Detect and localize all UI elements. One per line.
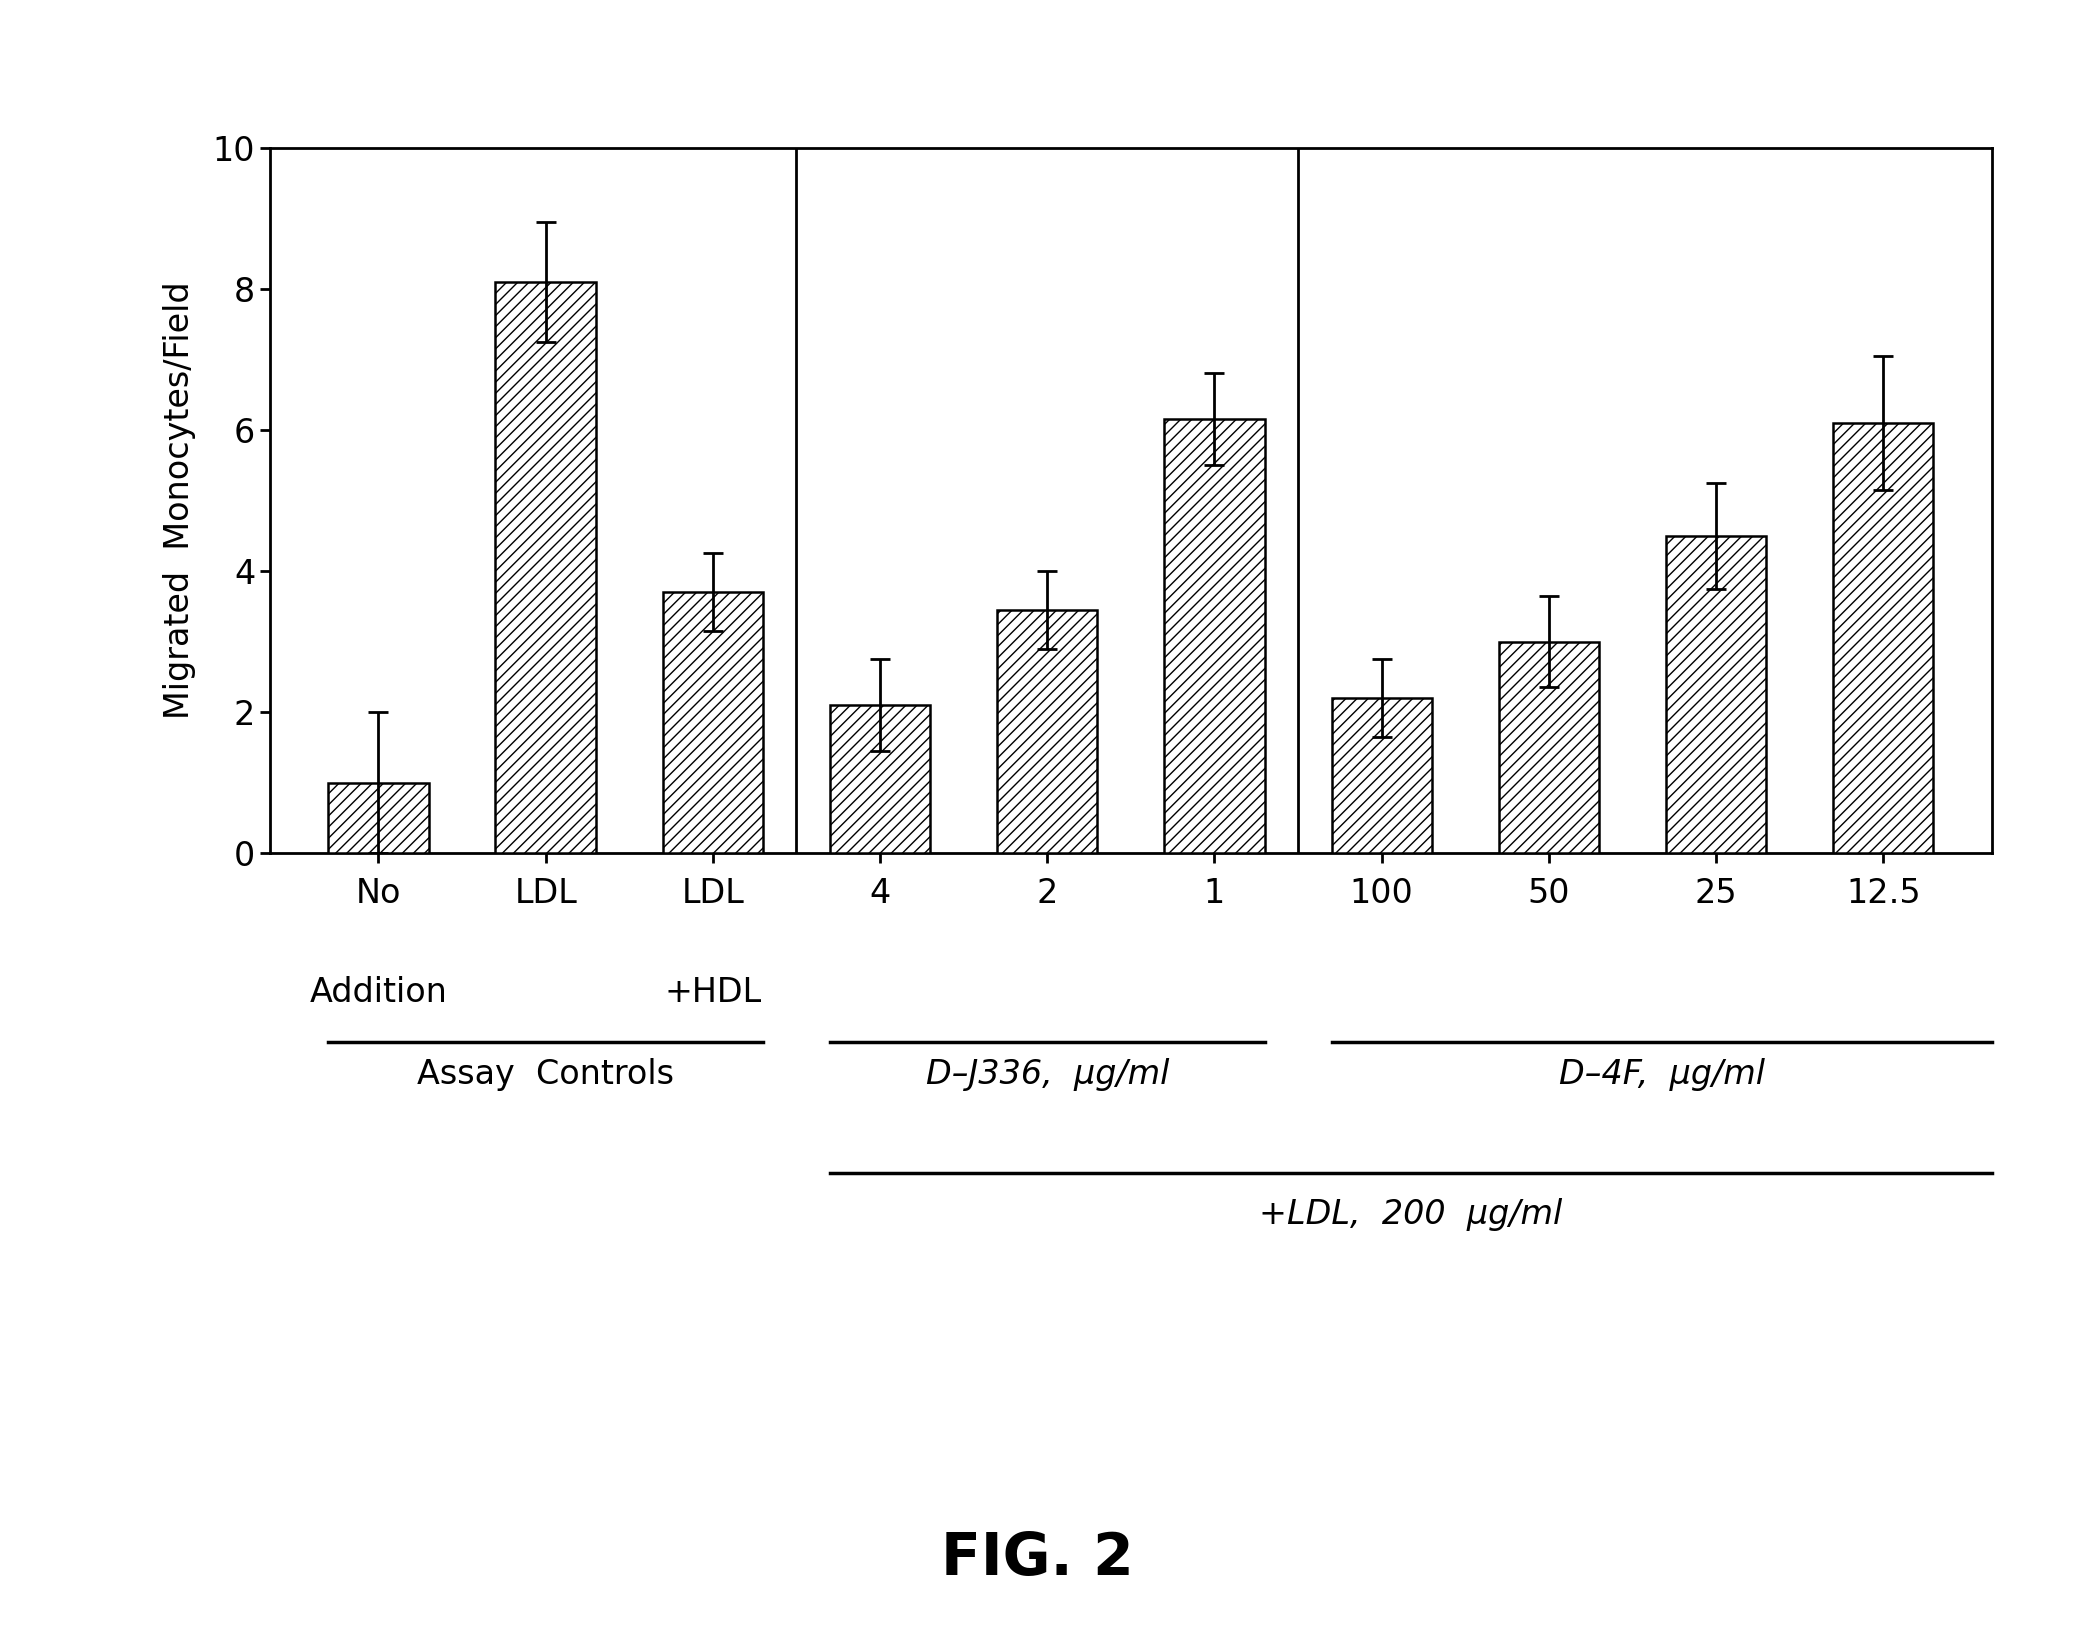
Bar (1164, 420, 1264, 853)
Text: +LDL,  200  μg/ml: +LDL, 200 μg/ml (1260, 1198, 1562, 1231)
Bar (1498, 642, 1600, 853)
Bar (496, 282, 596, 853)
Bar (830, 706, 930, 853)
Text: Addition: Addition (309, 976, 448, 1009)
Text: Assay  Controls: Assay Controls (417, 1058, 674, 1091)
Bar (1332, 697, 1432, 853)
Text: FIG. 2: FIG. 2 (942, 1531, 1133, 1587)
Bar (662, 592, 764, 853)
Bar (998, 610, 1098, 853)
Bar (1832, 423, 1934, 853)
Bar (328, 783, 430, 853)
Text: +HDL: +HDL (664, 976, 762, 1009)
Text: D–J336,  μg/ml: D–J336, μg/ml (925, 1058, 1168, 1091)
Bar (1666, 535, 1766, 853)
Text: D–4F,  μg/ml: D–4F, μg/ml (1558, 1058, 1764, 1091)
Y-axis label: Migrated  Monocytes/Field: Migrated Monocytes/Field (164, 282, 195, 719)
